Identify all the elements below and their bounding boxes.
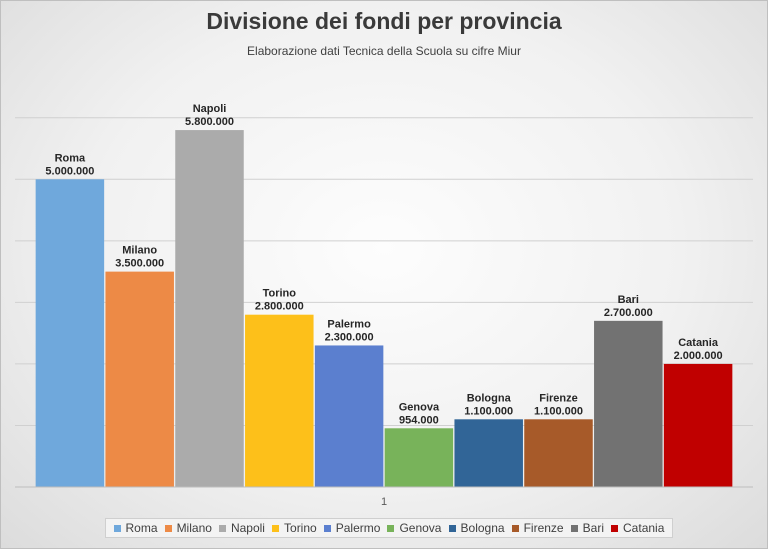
- legend-item-torino: Torino: [272, 521, 317, 535]
- data-label-name-genova: Genova: [399, 401, 440, 413]
- bar-napoli: [175, 130, 244, 488]
- legend-item-roma: Roma: [113, 521, 158, 535]
- bar-palermo: [314, 345, 384, 487]
- chart-subtitle: Elaborazione dati Tecnica della Scuola s…: [247, 44, 521, 58]
- legend-swatch: [511, 524, 519, 532]
- data-label-name-torino: Torino: [263, 288, 297, 300]
- data-label-value-roma: 5.000.000: [45, 165, 94, 177]
- bar-catania: [663, 363, 733, 487]
- legend-swatch: [387, 524, 395, 532]
- legend-label: Roma: [125, 521, 158, 535]
- legend-label: Bari: [582, 521, 604, 535]
- data-label-value-catania: 2.000.000: [674, 350, 723, 362]
- data-label-value-napoli: 5.800.000: [185, 116, 234, 128]
- legend-item-napoli: Napoli: [218, 521, 265, 535]
- data-label-value-torino: 2.800.000: [255, 301, 304, 313]
- legend-label: Torino: [284, 521, 317, 535]
- legend-item-genova: Genova: [387, 521, 441, 535]
- data-label-name-bologna: Bologna: [467, 392, 512, 404]
- legend-label: Catania: [623, 521, 665, 535]
- chart-title: Divisione dei fondi per provincia: [206, 8, 562, 34]
- legend-label: Firenze: [523, 521, 564, 535]
- data-label-name-roma: Roma: [55, 152, 86, 164]
- legend-label: Bologna: [460, 521, 505, 535]
- legend-swatch: [448, 524, 456, 532]
- legend-label: Palermo: [335, 521, 381, 535]
- legend-item-catania: Catania: [611, 521, 664, 535]
- bar-milano: [105, 271, 174, 487]
- data-label-name-milano: Milano: [122, 245, 157, 257]
- legend-swatch: [323, 524, 331, 532]
- data-label-name-napoli: Napoli: [193, 103, 227, 115]
- bar-bari: [594, 320, 663, 487]
- bar-torino: [245, 314, 314, 487]
- legend-swatch: [164, 524, 172, 532]
- data-label-value-bologna: 1.100.000: [464, 405, 513, 417]
- legend-label: Genova: [399, 521, 442, 535]
- data-label-value-milano: 3.500.000: [115, 258, 164, 270]
- legend-swatch: [218, 524, 226, 532]
- legend-swatch: [272, 524, 280, 532]
- data-label-value-bari: 2.700.000: [604, 307, 653, 319]
- legend-label: Milano: [176, 521, 212, 535]
- data-label-value-firenze: 1.100.000: [534, 405, 583, 417]
- chart-legend: Roma Milano Napoli Torino Palermo Genova Bolog…: [105, 518, 673, 538]
- legend-item-palermo: Palermo: [323, 521, 381, 535]
- data-label-name-palermo: Palermo: [327, 318, 371, 330]
- legend-swatch: [611, 524, 619, 532]
- data-label-value-genova: 954.000: [399, 414, 439, 426]
- data-label-name-catania: Catania: [678, 337, 719, 349]
- bar-bologna: [454, 419, 523, 487]
- bar-roma: [35, 179, 105, 488]
- legend-swatch: [570, 524, 578, 532]
- data-label-name-bari: Bari: [618, 294, 639, 306]
- legend-item-bari: Bari: [570, 521, 604, 535]
- legend-item-firenze: Firenze: [511, 521, 564, 535]
- data-label-value-palermo: 2.300.000: [325, 331, 374, 343]
- legend-swatch: [113, 524, 121, 532]
- bar-firenze: [524, 419, 593, 487]
- data-label-name-firenze: Firenze: [539, 392, 578, 404]
- x-tick-label: 1: [381, 496, 387, 508]
- legend-label: Napoli: [230, 521, 265, 535]
- legend-item-bologna: Bologna: [448, 521, 505, 535]
- bar-genova: [384, 428, 454, 487]
- legend-item-milano: Milano: [164, 521, 212, 535]
